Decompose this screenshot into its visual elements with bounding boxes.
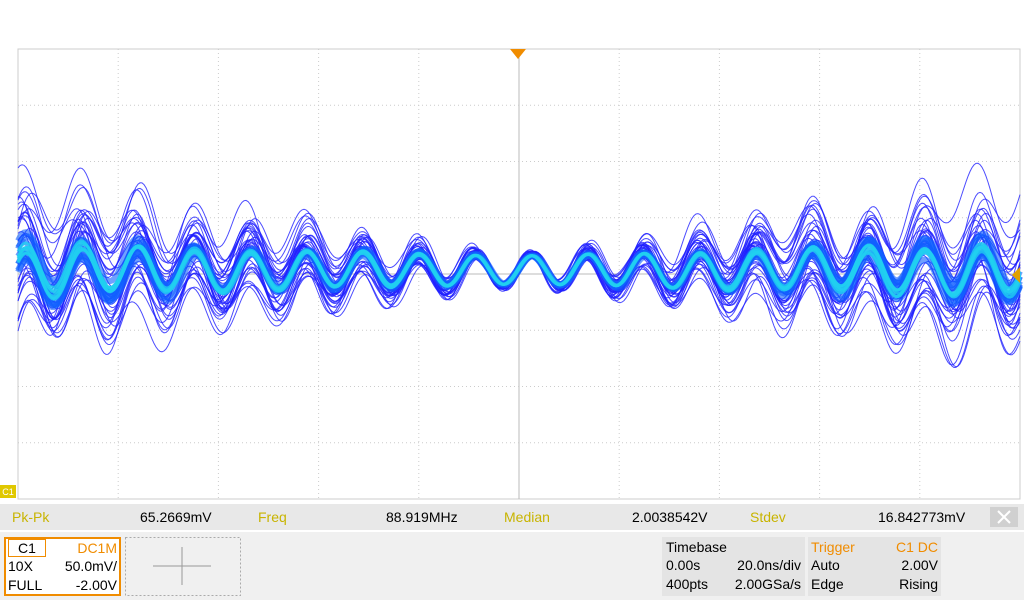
timebase-title: Timebase	[666, 539, 727, 555]
scope-display: C1	[0, 48, 1023, 500]
close-button[interactable]	[990, 507, 1018, 527]
trigger-source: C1 DC	[895, 539, 938, 555]
trigger-slope: Rising	[899, 576, 938, 592]
waveform	[15, 162, 1023, 369]
measurement-value: 88.919MHz	[386, 509, 458, 525]
channel-scale: 50.0mV/	[64, 558, 117, 574]
channel-coupling: DC1M	[77, 540, 117, 556]
channel-offset: -2.00V	[75, 577, 117, 593]
measurement-value: 2.0038542V	[632, 509, 708, 525]
timebase-scale: 20.0ns/div	[737, 557, 801, 573]
channel-box[interactable]: C1 DC1M 10X 50.0mV/ FULL -2.00V	[4, 537, 121, 596]
channel-name: C1	[8, 539, 46, 557]
measurement-value: 65.2669mV	[140, 509, 212, 525]
channel-probe: 10X	[8, 558, 33, 574]
trigger-position-marker	[510, 49, 526, 59]
measurement-value: 16.842773mV	[878, 509, 966, 525]
empty-channel-slot[interactable]	[125, 537, 241, 596]
trigger-level: 2.00V	[901, 557, 938, 573]
timebase-box[interactable]: Timebase 0.00s 20.0ns/div 400pts 2.00GSa…	[662, 537, 805, 596]
measurement-name: Median	[504, 509, 550, 525]
measurement-name: Pk-Pk	[12, 509, 50, 525]
timebase-delay: 0.00s	[666, 557, 701, 573]
timebase-rate: 2.00GSa/s	[734, 576, 801, 592]
measurement-name: Stdev	[750, 509, 786, 525]
measurement-bar: Pk-Pk 65.2669mV Freq 88.919MHz Median 2.…	[0, 504, 1024, 530]
trigger-mode: Auto	[811, 557, 840, 573]
channel-marker-box	[0, 485, 16, 498]
trace	[16, 243, 1022, 300]
trigger-type: Edge	[811, 576, 844, 592]
channel-marker: C1	[2, 487, 14, 497]
measurement-name: Freq	[258, 509, 287, 525]
trace	[17, 199, 1021, 355]
trigger-box[interactable]: Trigger C1 DC Auto 2.00V Edge Rising	[808, 537, 941, 596]
timebase-points: 400pts	[666, 576, 709, 592]
channel-bandwidth: FULL	[8, 577, 43, 593]
trigger-level-marker	[1012, 267, 1020, 283]
trigger-title: Trigger	[811, 539, 855, 555]
